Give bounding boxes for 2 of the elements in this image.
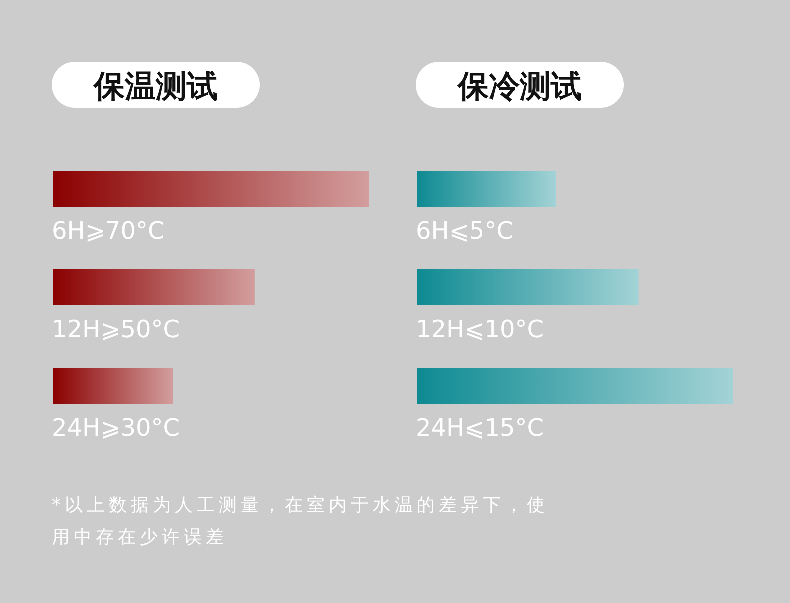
chart-title: 保温测试 xyxy=(93,69,218,105)
chart-title: 保冷测试 xyxy=(457,69,582,105)
